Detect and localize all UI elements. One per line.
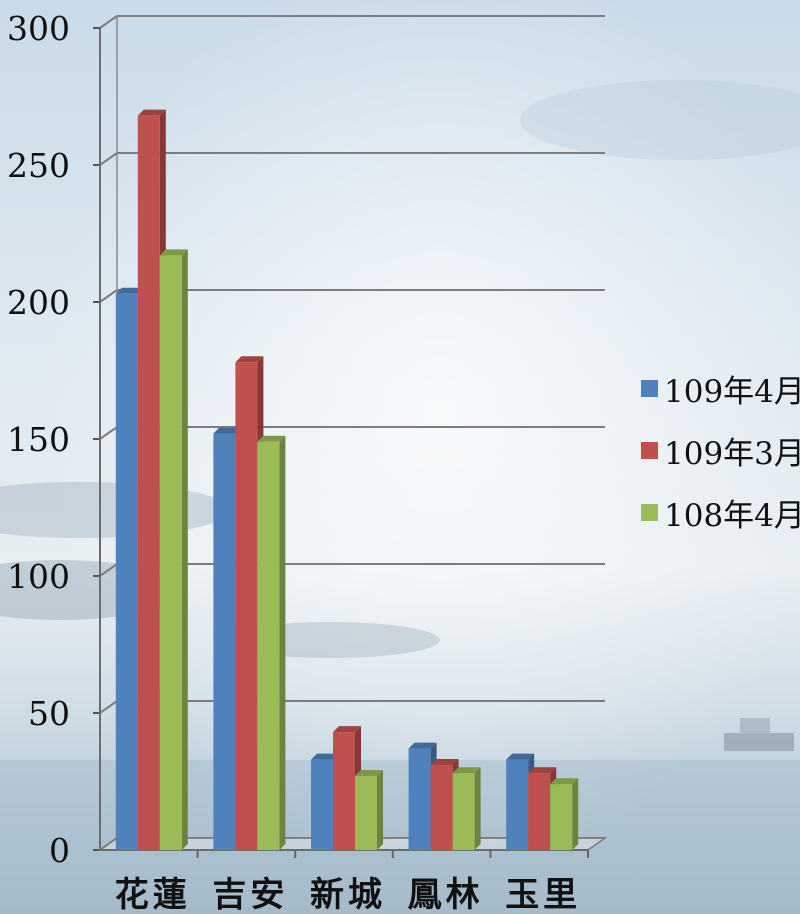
legend-item: 109年3月 <box>641 436 800 472</box>
y-tick-label: 300 <box>7 9 70 48</box>
bars <box>115 109 579 851</box>
y-tick-label: 200 <box>7 283 70 322</box>
y-tick-label: 50 <box>28 694 70 733</box>
gridline <box>99 289 605 303</box>
legend: 109年4月 109年3月 108年4月 <box>641 374 800 534</box>
legend-label: 108年4月 <box>664 498 800 534</box>
y-tick-label: 100 <box>7 557 70 596</box>
category-labels: 花蓮 吉安 新城 鳳林 玉里 <box>115 875 581 914</box>
category-label: 吉安 <box>212 875 288 914</box>
bar <box>355 770 383 850</box>
ship-silhouette <box>724 718 794 751</box>
legend-swatch <box>641 504 658 521</box>
y-tick-labels: 0 50 100 150 200 250 300 <box>7 9 70 870</box>
bar <box>452 767 481 850</box>
legend-label: 109年3月 <box>664 436 800 472</box>
y-tick-label: 0 <box>49 831 70 870</box>
category-label: 新城 <box>310 875 386 914</box>
gridlines <box>99 15 605 851</box>
category-label: 花蓮 <box>115 875 191 914</box>
gridline <box>99 15 605 29</box>
category-label: 玉里 <box>505 875 581 914</box>
gridline <box>99 152 605 166</box>
legend-item: 108年4月 <box>641 498 800 534</box>
gridline <box>99 426 605 440</box>
legend-label: 109年4月 <box>664 374 800 410</box>
y-tick-label: 250 <box>7 146 70 185</box>
legend-item: 109年4月 <box>641 374 800 410</box>
legend-swatch <box>641 380 658 397</box>
category-label: 鳳林 <box>408 875 484 914</box>
bar <box>159 249 188 851</box>
bar <box>257 435 286 850</box>
bar <box>550 778 579 850</box>
y-tick-label: 150 <box>7 420 70 459</box>
gridline <box>99 700 605 714</box>
legend-swatch <box>641 442 658 459</box>
gridline <box>99 563 605 577</box>
